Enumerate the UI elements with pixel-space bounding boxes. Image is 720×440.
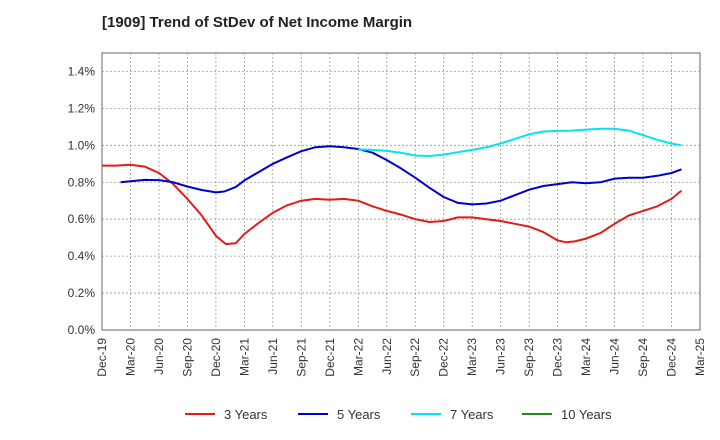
y-tick-label: 0.0% <box>68 323 96 337</box>
x-tick-label: Jun-21 <box>266 338 280 375</box>
x-tick-label: Mar-21 <box>237 338 251 376</box>
x-tick-label: Mar-24 <box>579 338 593 376</box>
x-tick-label: Dec-20 <box>209 338 223 377</box>
x-tick-label: Sep-21 <box>294 338 308 377</box>
x-tick-label: Dec-21 <box>323 338 337 377</box>
y-tick-label: 0.6% <box>68 212 96 226</box>
y-tick-label: 1.4% <box>68 64 96 78</box>
series-line-5-years <box>120 145 682 206</box>
x-tick-label: Dec-22 <box>437 338 451 377</box>
series-lines <box>102 127 683 246</box>
x-tick-label: Jun-23 <box>494 338 508 375</box>
plot-area <box>101 52 701 331</box>
series-line-7-years <box>358 127 682 157</box>
x-tick-label: Dec-24 <box>665 338 679 377</box>
x-tick-label: Dec-23 <box>551 338 565 377</box>
legend-label: 5 Years <box>337 407 381 422</box>
x-tick-label: Mar-23 <box>465 338 479 376</box>
y-tick-label: 1.0% <box>68 138 96 152</box>
x-tick-label: Mar-22 <box>351 338 365 376</box>
y-tick-label: 0.8% <box>68 175 96 189</box>
x-tick-label: Sep-24 <box>636 338 650 377</box>
x-tick-label: Mar-20 <box>123 338 137 376</box>
y-tick-label: 0.4% <box>68 249 96 263</box>
x-tick-label: Jun-20 <box>152 338 166 375</box>
x-tick-label: Mar-25 <box>693 338 707 376</box>
x-tick-label: Jun-22 <box>380 338 394 375</box>
legend: 3 Years 5 Years 7 Years 10 Years <box>185 407 612 422</box>
y-axis-ticks: 0.0% 0.2% 0.4% 0.6% 0.8% 1.0% 1.2% 1.4% <box>68 64 96 337</box>
y-tick-label: 0.2% <box>68 286 96 300</box>
series-line-3-years <box>102 163 683 246</box>
x-tick-label: Sep-23 <box>522 338 536 377</box>
legend-label: 10 Years <box>561 407 612 422</box>
legend-label: 3 Years <box>224 407 268 422</box>
x-tick-label: Dec-19 <box>95 338 109 377</box>
chart-title: [1909] Trend of StDev of Net Income Marg… <box>102 14 413 31</box>
x-tick-label: Sep-20 <box>180 338 194 377</box>
x-tick-label: Sep-22 <box>408 338 422 377</box>
x-axis-ticks: Dec-19 Mar-20 Jun-20 Sep-20 Dec-20 Mar-21 Jun-… <box>95 338 707 377</box>
legend-label: 7 Years <box>450 407 494 422</box>
x-tick-label: Jun-24 <box>608 338 622 375</box>
y-tick-label: 1.2% <box>68 101 96 115</box>
